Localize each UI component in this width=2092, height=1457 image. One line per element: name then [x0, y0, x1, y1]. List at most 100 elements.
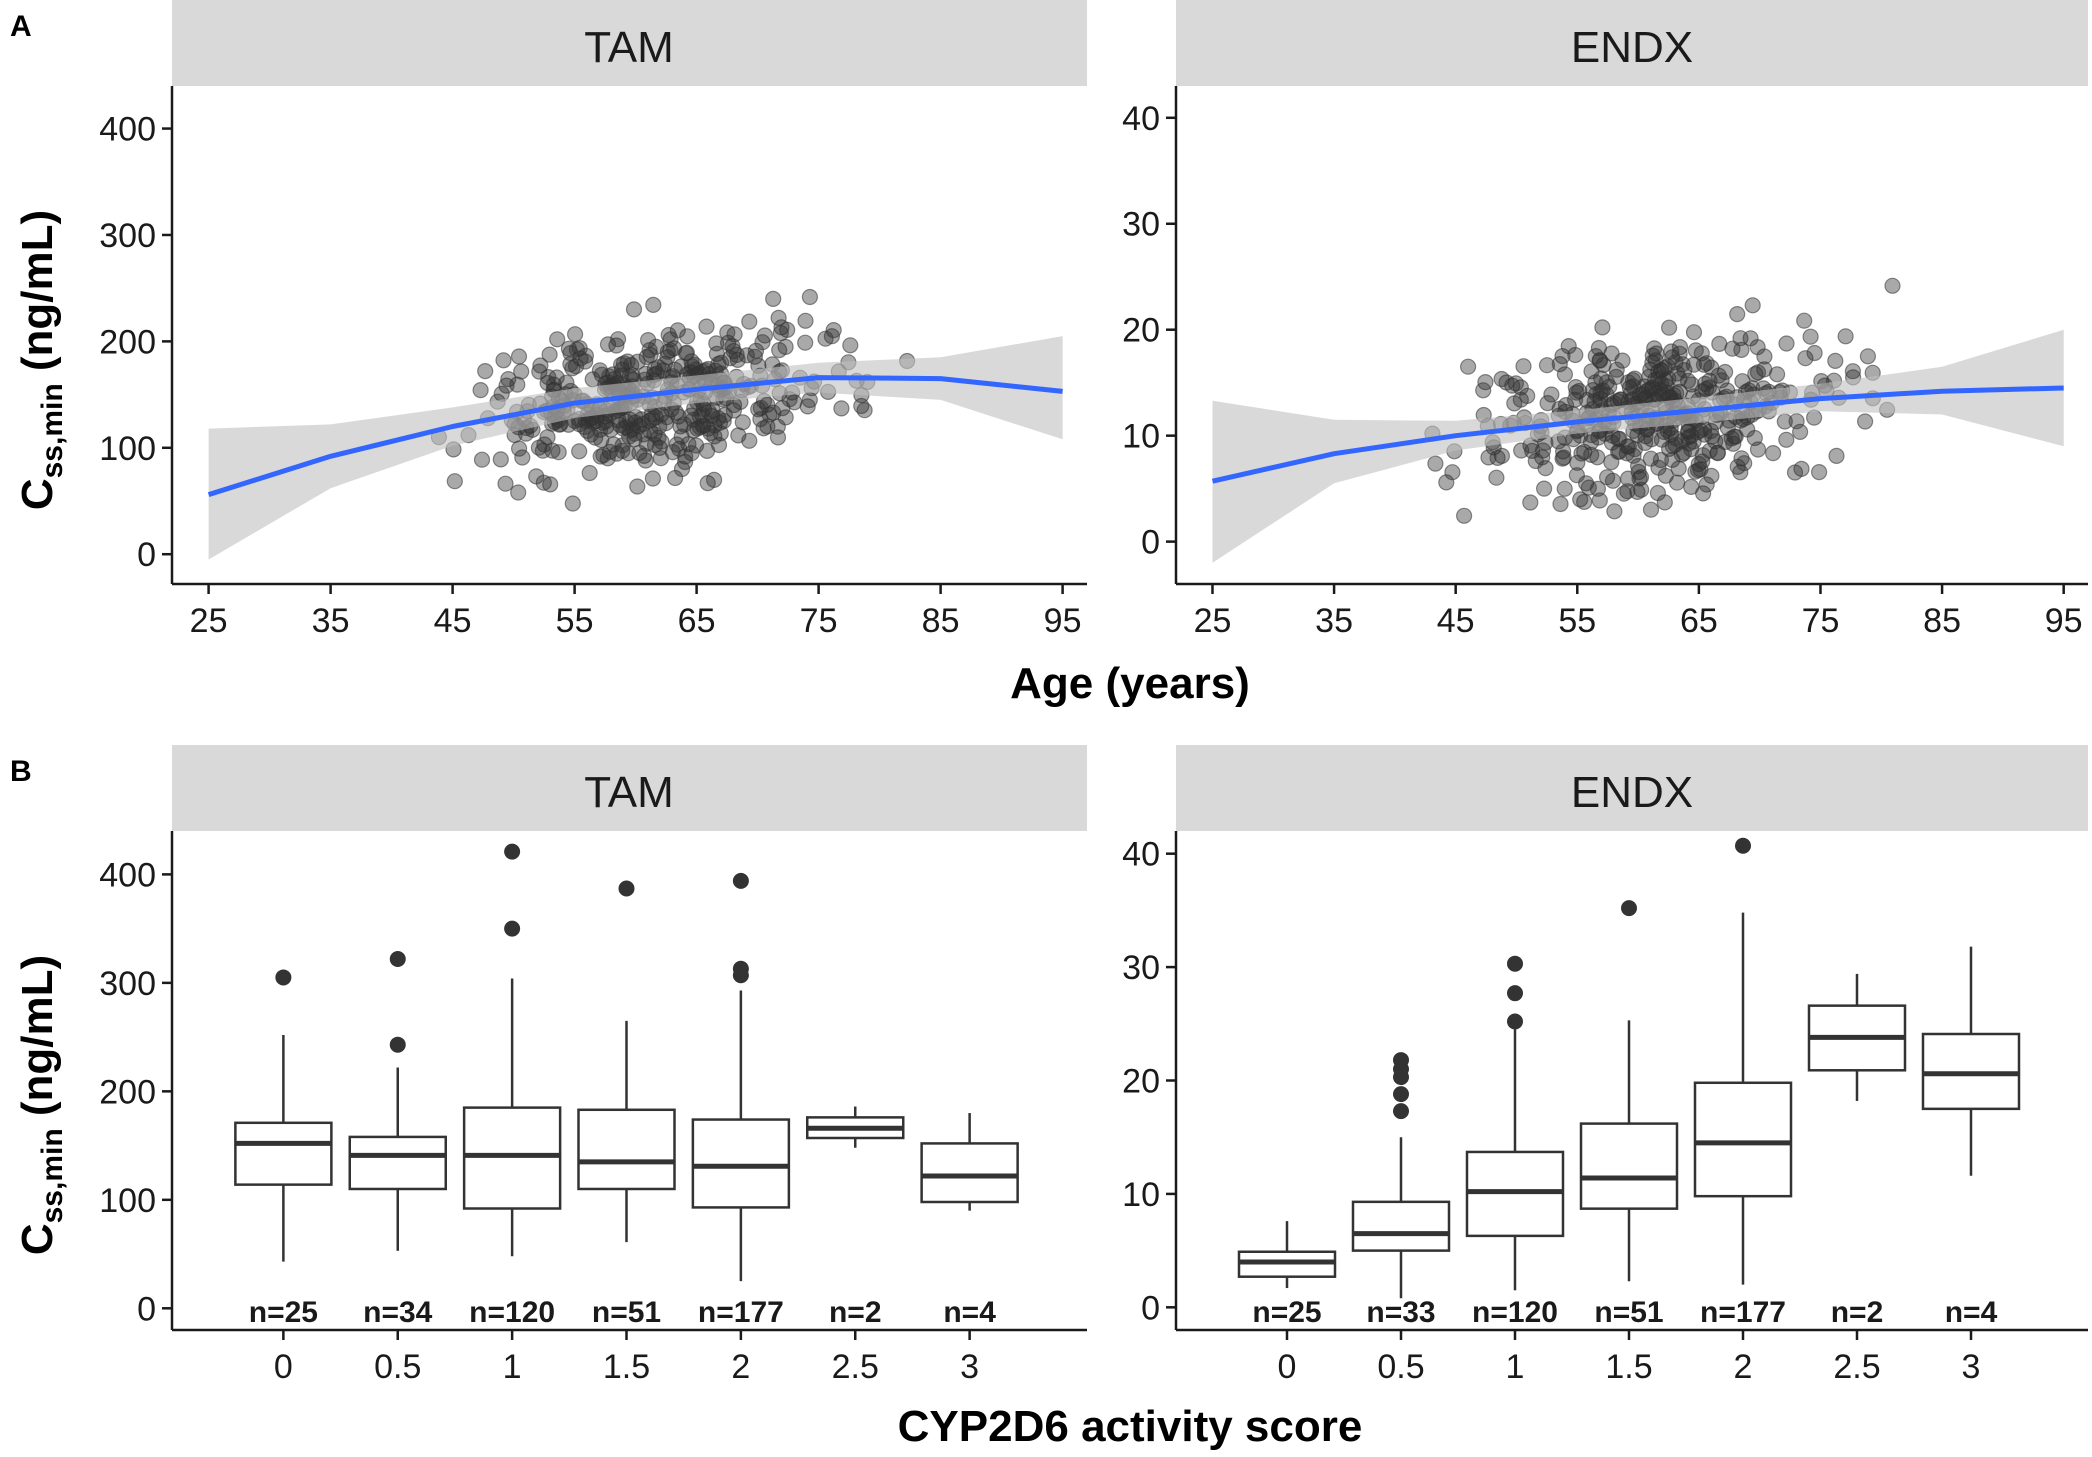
- scatter-point: [1657, 372, 1674, 389]
- box-outlier: [1507, 955, 1523, 972]
- scatter-point: [673, 428, 690, 445]
- box-outlier: [1393, 1052, 1409, 1069]
- scatter-point: [1642, 501, 1660, 518]
- scatter-point: [500, 371, 517, 388]
- scatter-point: [544, 442, 561, 459]
- scatter-point: [1793, 460, 1810, 477]
- scatter-point: [1709, 445, 1726, 462]
- scatter-point: [1444, 464, 1461, 481]
- scatter-point: [666, 340, 683, 357]
- scatter-point: [608, 445, 626, 462]
- scatter-point: [1685, 356, 1703, 373]
- scatter-point: [605, 436, 622, 453]
- y-tick-label: 100: [99, 430, 156, 468]
- n-label: n=177: [698, 1296, 784, 1329]
- scatter-point: [1611, 430, 1628, 447]
- scatter-point: [799, 398, 816, 415]
- scatter-point: [1608, 368, 1625, 385]
- scatter-point: [729, 351, 746, 368]
- y-tick-label: 30: [1122, 206, 1160, 244]
- x-tick-label: 45: [1437, 602, 1475, 640]
- scatter-point: [1739, 421, 1756, 438]
- x-tick-label: 55: [1558, 602, 1596, 640]
- scatter-point: [1729, 306, 1746, 323]
- scatter-point: [738, 347, 755, 364]
- scatter-point: [1556, 366, 1574, 383]
- scatter-point: [513, 363, 530, 380]
- scatter-point: [1732, 330, 1749, 347]
- x-tick-label: 75: [800, 602, 838, 640]
- box-outlier: [1507, 985, 1523, 1002]
- x-tick-label: 3: [960, 1348, 979, 1386]
- scatter-point: [708, 345, 726, 362]
- scatter-point: [1556, 480, 1573, 497]
- x-tick-label: 2: [1734, 1348, 1753, 1386]
- scatter-point: [477, 363, 494, 380]
- y-tick-label: 300: [99, 965, 156, 1003]
- scatter-point: [510, 348, 528, 365]
- x-tick-label: 75: [1802, 602, 1840, 640]
- box: [348, 1135, 447, 1191]
- strip-b-tam-label: TAM: [584, 768, 674, 817]
- x-tick-label: 2.5: [1833, 1348, 1880, 1386]
- scatter-point: [1582, 434, 1600, 451]
- scatter-point: [683, 353, 700, 370]
- scatter-point: [510, 484, 527, 501]
- scatter-point: [1560, 338, 1577, 355]
- scatter-point: [1519, 387, 1536, 404]
- box-outlier: [389, 951, 406, 968]
- scatter-point: [676, 453, 694, 471]
- scatter-point: [1652, 375, 1670, 392]
- box: [1351, 1200, 1451, 1252]
- scatter-point: [1594, 319, 1611, 336]
- scatter-point: [514, 449, 531, 466]
- scatter-point: [528, 468, 545, 485]
- scatter-point: [668, 436, 686, 453]
- scatter-point: [629, 353, 646, 370]
- x-tick-label: 25: [190, 602, 228, 640]
- x-tick-label: 35: [312, 602, 350, 640]
- n-label: n=25: [249, 1296, 318, 1329]
- n-label: n=120: [1472, 1296, 1558, 1329]
- scatter-point: [1733, 450, 1750, 467]
- scatter-point: [1806, 344, 1823, 362]
- confidence-ribbon: [208, 336, 1063, 560]
- scatter-point: [608, 337, 625, 354]
- y-tick-label: 100: [99, 1182, 156, 1220]
- scatter-point: [1671, 345, 1688, 362]
- scatter-point: [1711, 335, 1728, 352]
- scatter-point: [1592, 390, 1609, 407]
- scatter-point: [1606, 503, 1623, 520]
- scatter-point: [1797, 350, 1814, 367]
- scatter-point: [1650, 459, 1667, 476]
- scatter-point: [1859, 348, 1877, 365]
- x-tick-label: 95: [1044, 602, 1082, 640]
- scatter-point: [1679, 423, 1697, 440]
- y-tick-label: 20: [1122, 1063, 1160, 1101]
- scatter-point: [1668, 474, 1686, 491]
- scatter-point: [1796, 312, 1813, 329]
- scatter-point: [1703, 359, 1720, 376]
- scatter-point: [644, 470, 662, 487]
- scatter-point: [530, 439, 548, 456]
- scatter-point: [446, 473, 463, 490]
- scatter-point: [774, 400, 791, 417]
- scatter-point: [542, 476, 559, 493]
- scatter-point: [1749, 441, 1767, 458]
- scatter-point: [759, 418, 776, 435]
- scatter-point: [746, 348, 764, 365]
- box-outlier: [732, 872, 749, 889]
- scatter-point: [1727, 428, 1744, 445]
- n-label: n=51: [1594, 1296, 1663, 1329]
- x-axis-title-b: CYP2D6 activity score: [898, 1402, 1363, 1451]
- scatter-point: [1703, 467, 1720, 484]
- scatter-point: [1567, 346, 1584, 364]
- scatter-point: [1595, 356, 1612, 373]
- plot-a-tam: 0 100 200 300 400 25 35 45 55 65 75 85 95: [99, 86, 1087, 640]
- x-tick-label: 3: [1962, 1348, 1981, 1386]
- scatter-point: [716, 406, 733, 424]
- box: [462, 1106, 562, 1210]
- scatter-point: [1683, 441, 1700, 458]
- scatter-point: [571, 443, 588, 460]
- x-tick-label: 0: [274, 1348, 293, 1386]
